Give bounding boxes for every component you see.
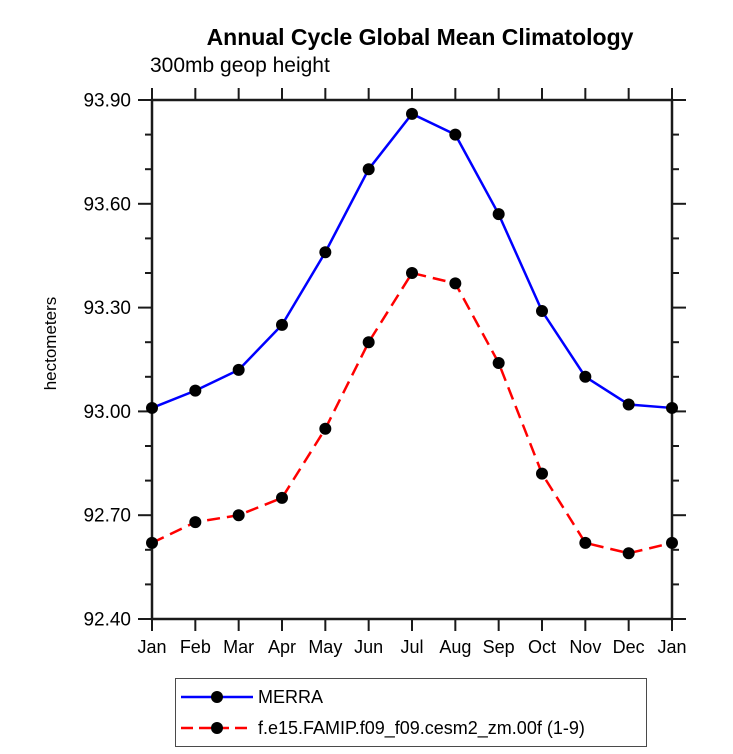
data-point-marker [666, 536, 678, 549]
data-point-marker [319, 422, 332, 435]
x-tick-label: Mar [223, 637, 254, 657]
data-point-marker [666, 401, 678, 414]
chart-subtitle: 300mb geop height [150, 54, 330, 77]
data-point-marker [579, 370, 592, 383]
x-tick-label: Feb [180, 637, 211, 657]
data-point-marker [579, 536, 592, 549]
x-tick-label: Jan [137, 637, 166, 657]
legend: MERRA f.e15.FAMIP.f09_f09.cesm2_zm.00f (… [175, 678, 647, 747]
chart-title: Annual Cycle Global Mean Climatology [206, 24, 634, 50]
x-tick-label: Dec [613, 637, 645, 657]
y-axis-title: hectometers [41, 297, 60, 391]
x-tick-label: Jun [354, 637, 383, 657]
data-point-marker [492, 208, 505, 221]
data-point-marker [146, 536, 158, 549]
data-point-marker [146, 401, 158, 414]
data-point-marker [449, 277, 462, 290]
x-tick-label: Aug [439, 637, 471, 657]
data-point-marker [622, 398, 635, 411]
plot-frame [150, 98, 674, 621]
legend-line-sample-solid [181, 691, 253, 703]
data-point-marker [362, 163, 375, 176]
legend-marker-icon [211, 691, 223, 703]
y-tick-label: 93.90 [83, 91, 131, 112]
x-tick-label: Jul [400, 637, 423, 657]
data-point-marker [276, 491, 288, 504]
y-tick-label: 93.30 [83, 298, 131, 319]
legend-item-cesm: f.e15.FAMIP.f09_f09.cesm2_zm.00f (1-9) [179, 713, 646, 744]
y-tick-label: 92.40 [83, 610, 131, 631]
x-tick-label: Sep [483, 637, 515, 657]
data-point-marker [189, 384, 202, 397]
legend-line-sample-dashed [181, 722, 253, 734]
x-tick-label: Oct [528, 637, 556, 657]
data-point-marker [536, 305, 548, 318]
x-tick-label: May [308, 637, 342, 657]
plot-area: Jan Feb Mar Apr May Jun Jul Aug Sep Oct Nov Dec Jan 9… [41, 88, 687, 657]
x-tick-label: Jan [657, 637, 686, 657]
x-tick-label: Apr [268, 637, 296, 657]
y-tick-label: 93.60 [83, 194, 131, 215]
data-point-marker [536, 467, 548, 480]
data-point-marker [492, 356, 505, 369]
y-tick-label: 93.00 [83, 402, 131, 423]
data-point-marker [406, 267, 418, 279]
legend-label-cesm: f.e15.FAMIP.f09_f09.cesm2_zm.00f (1-9) [258, 717, 585, 738]
x-tick-label: Nov [569, 637, 601, 657]
data-point-marker [276, 318, 288, 331]
legend-label-merra: MERRA [258, 686, 324, 707]
data-point-marker [362, 336, 375, 349]
data-point-marker [232, 363, 245, 376]
legend-item-merra: MERRA [179, 682, 646, 713]
data-point-marker [449, 128, 462, 141]
data-point-marker [406, 107, 418, 120]
legend-marker-icon [211, 722, 223, 734]
series-line-1 [151, 271, 673, 555]
series-line-0 [151, 112, 673, 410]
data-point-marker [189, 516, 202, 529]
data-point-marker [622, 547, 635, 560]
y-tick-label: 92.70 [83, 506, 131, 527]
data-point-marker [232, 509, 245, 522]
data-point-marker [319, 246, 332, 259]
